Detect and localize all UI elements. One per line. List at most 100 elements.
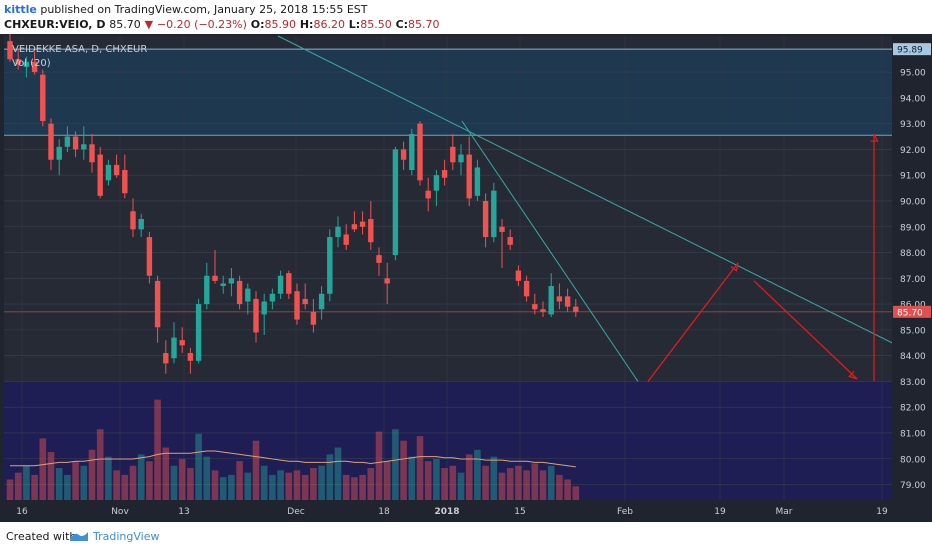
candle-body[interactable] — [564, 296, 571, 307]
candle-body[interactable] — [515, 270, 522, 281]
volume-bar — [47, 452, 55, 500]
price-tick-label: 84.00 — [900, 352, 926, 362]
candle-body[interactable] — [220, 283, 226, 287]
candle-body[interactable] — [212, 275, 218, 281]
candle-body[interactable] — [7, 41, 13, 60]
candle-body[interactable] — [441, 170, 448, 178]
candle-body[interactable] — [491, 190, 497, 238]
candle-body[interactable] — [450, 146, 456, 163]
candle-body[interactable] — [458, 154, 464, 163]
volume-bar — [178, 458, 186, 500]
candle-body[interactable] — [343, 234, 349, 245]
candle-body[interactable] — [146, 237, 153, 276]
candle-body[interactable] — [359, 221, 366, 227]
candle-body[interactable] — [286, 273, 292, 294]
candle-body[interactable] — [23, 61, 30, 67]
candle-body[interactable] — [474, 167, 481, 196]
candle-body[interactable] — [138, 219, 144, 230]
forecast-arrow-up[interactable] — [647, 262, 739, 382]
candle-body[interactable] — [228, 278, 235, 284]
candle-body[interactable] — [523, 280, 530, 297]
candle-body[interactable] — [310, 311, 317, 325]
candle-body[interactable] — [417, 123, 423, 181]
time-tick-label: Feb — [617, 507, 633, 517]
candle-body[interactable] — [171, 337, 177, 359]
candle-body[interactable] — [392, 149, 399, 256]
candle-body[interactable] — [261, 301, 267, 315]
candle-body[interactable] — [573, 306, 579, 312]
volume-bar — [424, 461, 432, 500]
volume-bar — [515, 465, 522, 500]
candle-body[interactable] — [302, 298, 308, 305]
volume-bar — [310, 468, 317, 500]
trend-line-short[interactable] — [461, 120, 639, 382]
candle-body[interactable] — [425, 190, 431, 199]
forecast-arrow-down[interactable] — [753, 280, 858, 380]
candle-body[interactable] — [409, 133, 415, 171]
time-tick-label: Dec — [287, 507, 304, 517]
candle-body[interactable] — [327, 237, 333, 294]
candle-body[interactable] — [507, 237, 513, 245]
candle-body[interactable] — [277, 275, 284, 294]
candle-body[interactable] — [154, 280, 161, 328]
candle-body[interactable] — [556, 296, 563, 302]
candle-body[interactable] — [466, 154, 472, 199]
candle-body[interactable] — [113, 164, 120, 176]
last-price: 85.70 — [109, 18, 141, 31]
candle-body[interactable] — [81, 144, 87, 150]
last-price-tag: 85.70 — [897, 308, 923, 318]
candle-body[interactable] — [318, 293, 325, 310]
candle-body[interactable] — [89, 144, 95, 163]
candle-body[interactable] — [97, 154, 103, 196]
candle-body[interactable] — [105, 164, 112, 181]
candle-body[interactable] — [204, 275, 210, 305]
candle-body[interactable] — [245, 288, 251, 302]
forecast-arrow-down-head — [848, 370, 858, 380]
candle-body[interactable] — [269, 293, 276, 302]
candle-body[interactable] — [548, 286, 554, 315]
candle-body[interactable] — [384, 278, 390, 284]
volume-bar — [359, 474, 366, 500]
candle-body[interactable] — [368, 219, 374, 243]
candle-body[interactable] — [532, 304, 538, 310]
chart-canvas[interactable]: 79.00 80.00 81.00 82.00 83.00 84.00 85.00 86.00… — [0, 30, 932, 522]
candle-body[interactable] — [482, 200, 489, 238]
candle-body[interactable] — [179, 340, 185, 346]
price-chart[interactable]: 79.00 80.00 81.00 82.00 83.00 84.00 85.00 86.00… — [0, 30, 932, 522]
candle-body[interactable] — [187, 353, 194, 361]
candle-body[interactable] — [40, 74, 46, 122]
volume-bar — [129, 465, 137, 500]
top-level-price-tag-bg — [893, 43, 931, 56]
candle-body[interactable] — [56, 146, 62, 160]
volume-bar — [146, 461, 153, 500]
candle-body[interactable] — [195, 304, 202, 361]
candle-body[interactable] — [64, 136, 71, 147]
candle-body[interactable] — [31, 61, 38, 73]
candle-body[interactable] — [130, 211, 136, 230]
price-tick-label: 81.00 — [900, 429, 926, 439]
candle-body[interactable] — [15, 59, 21, 65]
candle-body[interactable] — [351, 224, 358, 230]
candle-body[interactable] — [72, 136, 79, 150]
candle-body[interactable] — [253, 298, 259, 333]
candle-body[interactable] — [540, 309, 546, 312]
tradingview-brand-link[interactable]: TradingView — [93, 530, 160, 543]
candle-body[interactable] — [163, 353, 169, 364]
candle-body[interactable] — [433, 175, 440, 191]
resistance-zone — [4, 49, 892, 136]
trend-line-long[interactable] — [277, 35, 893, 344]
candle-body[interactable] — [294, 291, 300, 320]
candle-body[interactable] — [499, 226, 505, 232]
candle-body[interactable] — [236, 280, 243, 305]
author-link[interactable]: kittle — [4, 3, 37, 16]
time-tick-label: 18 — [378, 507, 390, 517]
price-tick-label: 94.00 — [900, 94, 926, 104]
candle-body[interactable] — [122, 170, 128, 194]
candle-body[interactable] — [400, 149, 407, 160]
candle-body[interactable] — [335, 226, 341, 238]
volume-bar — [96, 429, 104, 500]
volume-bar — [367, 468, 375, 500]
candle-body[interactable] — [48, 123, 54, 160]
volume-bar — [269, 474, 276, 500]
candle-body[interactable] — [376, 255, 382, 263]
